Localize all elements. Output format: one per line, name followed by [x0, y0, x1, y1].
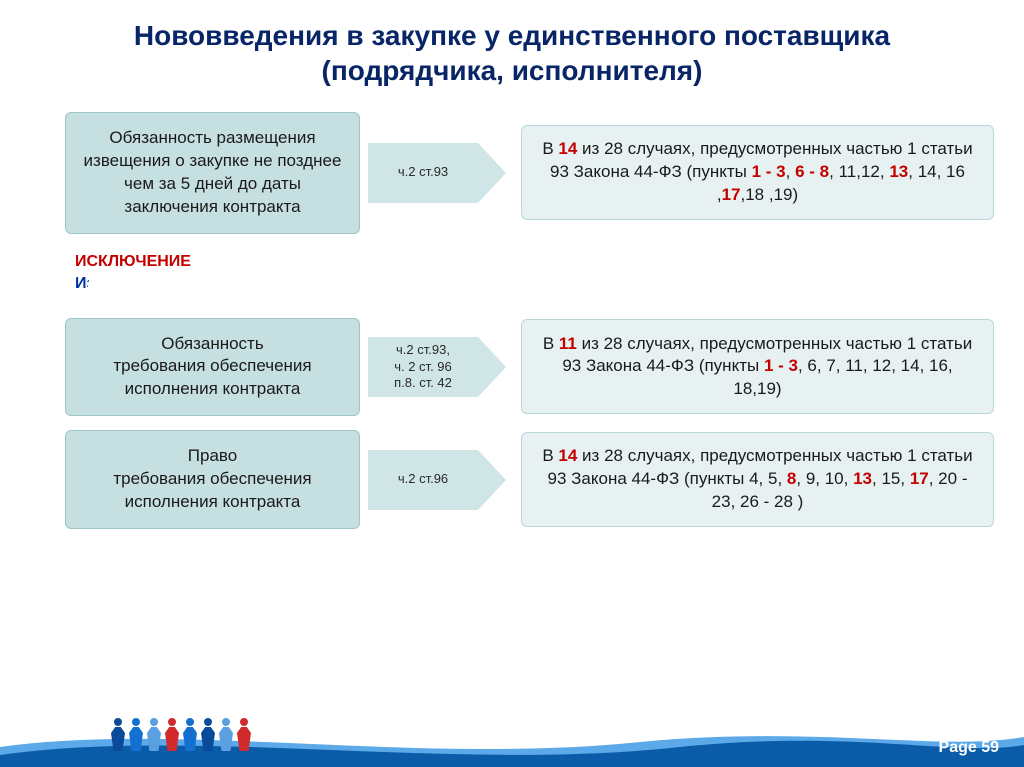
row-3: Правотребования обеспечения исполнения к…	[0, 430, 1024, 529]
page-title: Нововведения в закупке у единственного п…	[0, 0, 1024, 98]
row3-left: Правотребования обеспечения исполнения к…	[65, 430, 360, 529]
row3-arrow-label: ч.2 ст.96	[368, 450, 478, 510]
arrow-icon	[478, 450, 506, 510]
row2-arrow-label: ч.2 ст.93,ч. 2 ст. 96п.8. ст. 42	[368, 337, 478, 397]
page-number: Page 59	[939, 739, 999, 757]
row1-arrow: ч.2 ст.93	[368, 143, 513, 203]
row-1: Обязанность размещения извещения о закуп…	[0, 112, 1024, 234]
people-icon	[110, 718, 252, 751]
exclusion-body: Извещение не требуется, если сведения о …	[75, 274, 89, 298]
arrow-icon	[478, 143, 506, 203]
row2-left: Обязанностьтребования обеспечения исполн…	[65, 318, 360, 417]
exclusion-label: ИСКЛЮЧЕНИЕ	[75, 252, 994, 273]
row1-arrow-label: ч.2 ст.93	[368, 143, 478, 203]
arrow-icon	[478, 337, 506, 397]
row1-right: В 14 из 28 случаях, предусмотренных част…	[521, 125, 994, 220]
row2-arrow: ч.2 ст.93,ч. 2 ст. 96п.8. ст. 42	[368, 337, 513, 397]
row3-right: В 14 из 28 случаях, предусмотренных част…	[521, 432, 994, 527]
row-2: Обязанностьтребования обеспечения исполн…	[0, 318, 1024, 417]
row2-right: В 11 из 28 случаях, предусмотренных част…	[521, 319, 994, 414]
exclusion-note: ИСКЛЮЧЕНИЕ Извещение не требуется, если …	[0, 248, 1024, 304]
row3-arrow: ч.2 ст.96	[368, 450, 513, 510]
row1-left: Обязанность размещения извещения о закуп…	[65, 112, 360, 234]
